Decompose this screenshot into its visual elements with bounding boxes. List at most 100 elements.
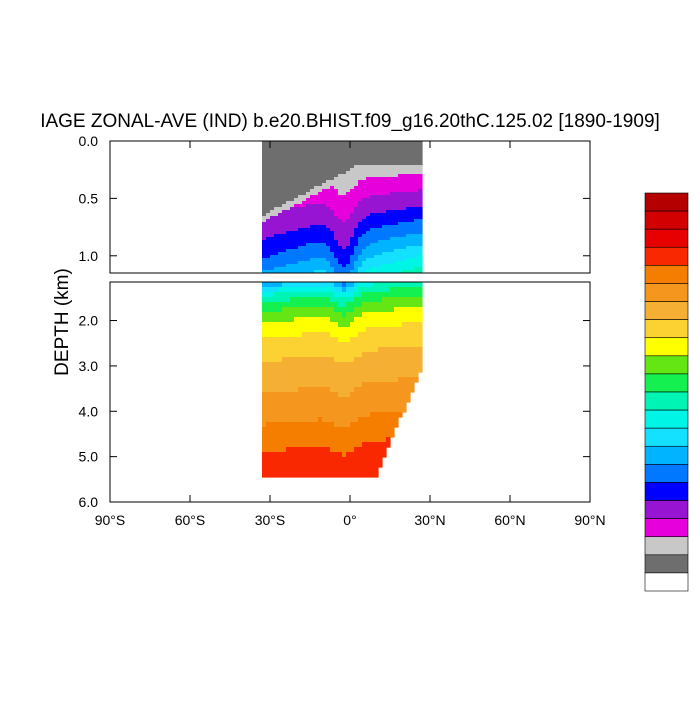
lower-heatmap-cell — [398, 402, 403, 408]
lower-heatmap-cell — [266, 442, 271, 448]
lower-heatmap-cell — [338, 412, 343, 418]
upper-heatmap-cell — [410, 192, 415, 196]
upper-heatmap-cell — [286, 267, 291, 271]
upper-heatmap-cell — [374, 258, 379, 262]
upper-heatmap-cell — [290, 189, 295, 193]
upper-heatmap-cell — [282, 246, 287, 250]
lower-heatmap-cell — [382, 292, 387, 298]
lower-heatmap-cell — [342, 447, 347, 453]
upper-heatmap-cell — [306, 180, 311, 184]
upper-heatmap-cell — [322, 177, 327, 181]
upper-heatmap-cell — [334, 144, 339, 148]
upper-heatmap-cell — [298, 168, 303, 172]
lower-heatmap-cell — [378, 347, 383, 353]
lower-heatmap-cell — [306, 297, 311, 303]
lower-heatmap-cell — [310, 432, 315, 438]
upper-heatmap-cell — [266, 177, 271, 181]
upper-heatmap-cell — [398, 255, 403, 259]
upper-heatmap-cell — [362, 207, 367, 211]
upper-heatmap-cell — [406, 141, 411, 145]
lower-heatmap-cell — [298, 377, 303, 383]
upper-heatmap-cell — [382, 183, 387, 187]
lower-heatmap-cell — [294, 417, 299, 423]
upper-heatmap-cell — [266, 237, 271, 241]
upper-heatmap-cell — [310, 216, 315, 220]
upper-heatmap-cell — [302, 144, 307, 148]
upper-heatmap-cell — [362, 162, 367, 166]
lower-heatmap-cell — [346, 457, 351, 463]
lower-heatmap-cell — [342, 287, 347, 293]
upper-heatmap-cell — [390, 213, 395, 217]
upper-heatmap-cell — [358, 237, 363, 241]
upper-heatmap-cell — [378, 210, 383, 214]
lower-heatmap-cell — [398, 392, 403, 398]
upper-heatmap-cell — [314, 249, 319, 253]
upper-heatmap-cell — [338, 201, 343, 205]
upper-heatmap-cell — [290, 141, 295, 145]
lower-heatmap-cell — [390, 427, 395, 433]
lower-heatmap-cell — [362, 312, 367, 318]
upper-heatmap-cell — [330, 264, 335, 268]
upper-heatmap-cell — [358, 207, 363, 211]
lower-heatmap-cell — [402, 307, 407, 313]
upper-heatmap-cell — [306, 204, 311, 208]
upper-heatmap-cell — [318, 264, 323, 268]
lower-heatmap-cell — [378, 292, 383, 298]
lower-heatmap-cell — [274, 347, 279, 353]
lower-heatmap-cell — [366, 407, 371, 413]
upper-heatmap-cell — [370, 192, 375, 196]
upper-heatmap-cell — [386, 228, 391, 232]
lower-heatmap-cell — [354, 322, 359, 328]
upper-heatmap-cell — [270, 252, 275, 256]
upper-heatmap-cell — [374, 201, 379, 205]
upper-heatmap-cell — [294, 264, 299, 268]
upper-heatmap-cell — [270, 186, 275, 190]
lower-y-tick-label: 6.0 — [79, 494, 99, 510]
upper-heatmap-cell — [354, 168, 359, 172]
upper-heatmap-cell — [354, 219, 359, 223]
upper-heatmap-cell — [410, 219, 415, 223]
lower-heatmap-cell — [294, 377, 299, 383]
upper-heatmap-cell — [298, 243, 303, 247]
upper-heatmap-cell — [306, 267, 311, 271]
lower-heatmap-cell — [298, 307, 303, 313]
lower-heatmap-cell — [270, 437, 275, 443]
lower-heatmap-cell — [374, 322, 379, 328]
lower-heatmap-cell — [406, 282, 411, 288]
lower-heatmap-cell — [414, 307, 419, 313]
upper-heatmap-cell — [310, 177, 315, 181]
lower-heatmap-cell — [362, 462, 367, 468]
upper-heatmap-cell — [270, 234, 275, 238]
upper-heatmap-cell — [370, 234, 375, 238]
lower-heatmap-cell — [390, 412, 395, 418]
lower-heatmap-cell — [394, 397, 399, 403]
upper-heatmap-cell — [298, 222, 303, 226]
upper-heatmap-cell — [326, 168, 331, 172]
upper-heatmap-cell — [294, 225, 299, 229]
upper-heatmap-cell — [390, 234, 395, 238]
lower-heatmap-cell — [302, 437, 307, 443]
lower-heatmap-cell — [326, 322, 331, 328]
lower-heatmap-cell — [318, 417, 323, 423]
upper-heatmap-cell — [342, 189, 347, 193]
upper-heatmap-cell — [370, 168, 375, 172]
lower-heatmap-cell — [310, 427, 315, 433]
lower-heatmap-cell — [330, 427, 335, 433]
lower-heatmap-cell — [266, 382, 271, 388]
lower-heatmap-cell — [282, 382, 287, 388]
lower-heatmap-cell — [318, 442, 323, 448]
upper-heatmap-cell — [406, 153, 411, 157]
upper-heatmap-cell — [310, 228, 315, 232]
upper-heatmap-cell — [338, 171, 343, 175]
lower-heatmap-cell — [390, 392, 395, 398]
upper-heatmap-cell — [318, 198, 323, 202]
upper-heatmap-cell — [294, 147, 299, 151]
lower-heatmap-cell — [354, 352, 359, 358]
upper-heatmap-cell — [302, 237, 307, 241]
upper-heatmap-cell — [394, 270, 399, 273]
lower-heatmap-cell — [306, 287, 311, 293]
lower-heatmap-cell — [358, 392, 363, 398]
upper-heatmap-cell — [390, 150, 395, 154]
upper-heatmap-cell — [390, 186, 395, 190]
upper-heatmap-cell — [354, 156, 359, 160]
